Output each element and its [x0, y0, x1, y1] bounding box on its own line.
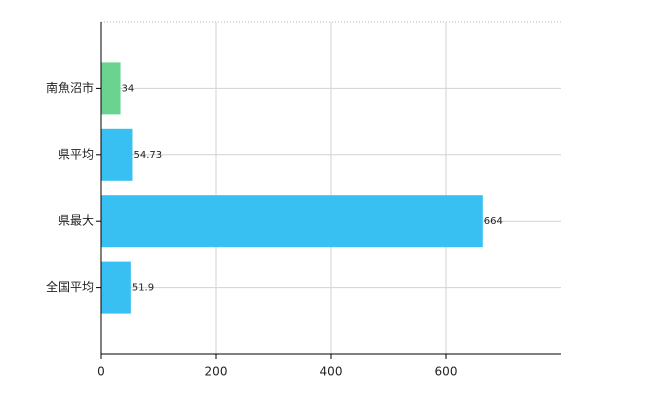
y-tick-label: 県最大 [58, 214, 94, 228]
value-label: 54.73 [133, 150, 162, 161]
bar [101, 261, 131, 314]
x-tick-label: 600 [435, 365, 458, 379]
value-label: 51.9 [132, 283, 154, 294]
bar [101, 128, 133, 181]
x-tick-label: 200 [205, 365, 228, 379]
x-tick-label: 0 [97, 365, 105, 379]
bar [101, 195, 483, 248]
x-tick-label: 400 [320, 365, 343, 379]
y-tick-label: 南魚沼市 [46, 80, 94, 95]
bar [101, 62, 121, 115]
value-label: 664 [484, 216, 503, 227]
value-label: 34 [122, 83, 135, 94]
y-tick-label: 全国平均 [46, 279, 94, 294]
y-tick-label: 県平均 [58, 147, 94, 161]
